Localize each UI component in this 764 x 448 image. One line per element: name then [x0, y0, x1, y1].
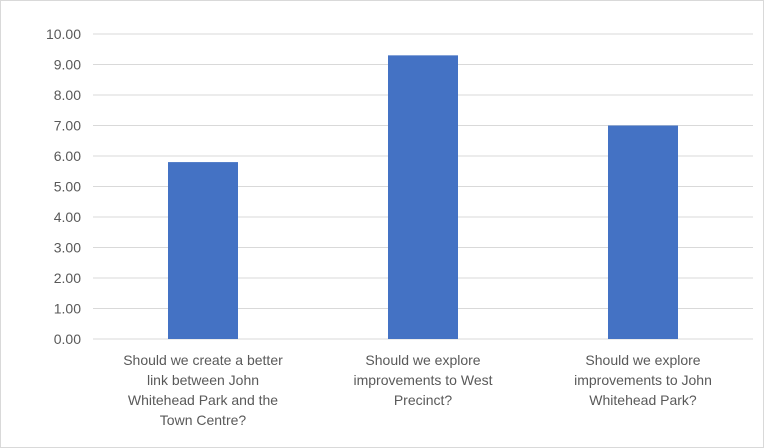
bar: [168, 162, 238, 339]
y-tick-label: 8.00: [54, 87, 81, 103]
x-category-label-line: improvements to West: [353, 372, 492, 388]
x-category-label: Should we explore improvements to West Pre…: [353, 352, 492, 408]
y-tick-label: 9.00: [54, 57, 81, 73]
x-category-label-line: Precinct?: [394, 392, 453, 408]
y-tick-label: 0.00: [54, 331, 81, 347]
x-category-label: Should we create a better link between Jo…: [123, 352, 283, 428]
y-tick-label: 10.00: [46, 26, 81, 42]
bars: [168, 55, 678, 339]
x-category-label-line: Should we explore: [585, 352, 700, 368]
x-category-label-line: Town Centre?: [160, 412, 247, 428]
y-tick-label: 6.00: [54, 148, 81, 164]
bar: [388, 55, 458, 339]
y-tick-label: 4.00: [54, 209, 81, 225]
y-tick-label: 1.00: [54, 301, 81, 317]
y-axis-ticks: 0.00 1.00 2.00 3.00 4.00 5.00 6.00 7.00 8.00 9.00…: [46, 26, 81, 347]
y-tick-label: 2.00: [54, 270, 81, 286]
x-category-label-line: Should we explore: [365, 352, 480, 368]
x-category-label-line: Whitehead Park and the: [128, 392, 278, 408]
bar: [608, 125, 678, 339]
y-tick-label: 5.00: [54, 179, 81, 195]
x-axis-labels: Should we create a better link between Jo…: [123, 352, 712, 428]
y-tick-label: 7.00: [54, 118, 81, 134]
x-category-label-line: Should we create a better: [123, 352, 283, 368]
y-tick-label: 3.00: [54, 240, 81, 256]
x-category-label-line: link between John: [147, 372, 259, 388]
x-category-label-line: improvements to John: [574, 372, 712, 388]
x-category-label-line: Whitehead Park?: [589, 392, 697, 408]
x-category-label: Should we explore improvements to John Whi…: [574, 352, 712, 408]
